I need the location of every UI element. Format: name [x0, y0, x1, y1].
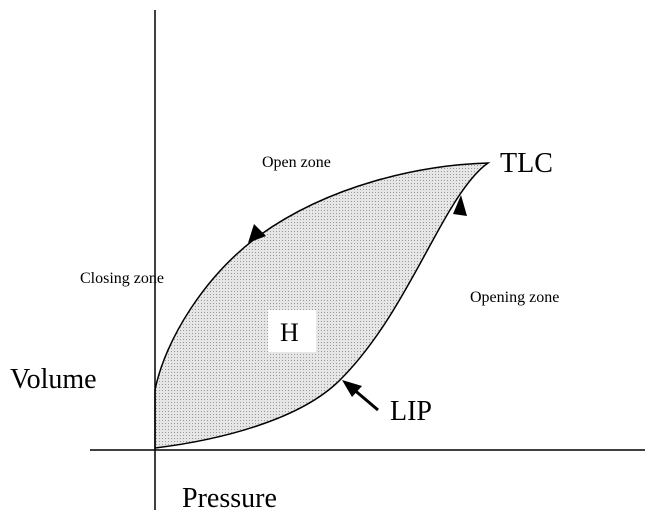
hysteresis-loop: [154, 162, 491, 449]
h-box: [268, 310, 316, 352]
tlc-label: TLC: [500, 148, 553, 179]
deflation-arrow: [248, 224, 266, 243]
lip-arrow-head: [342, 380, 362, 397]
opening-zone-label: Opening zone: [470, 289, 559, 306]
closing-zone-label: Closing zone: [80, 270, 164, 287]
lip-label: LIP: [390, 396, 432, 427]
inflation-arrow: [453, 195, 467, 216]
volume-label: Volume: [10, 364, 97, 395]
h-label: H: [280, 318, 299, 347]
open-zone-label: Open zone: [262, 154, 331, 171]
pressure-label: Pressure: [182, 483, 277, 514]
